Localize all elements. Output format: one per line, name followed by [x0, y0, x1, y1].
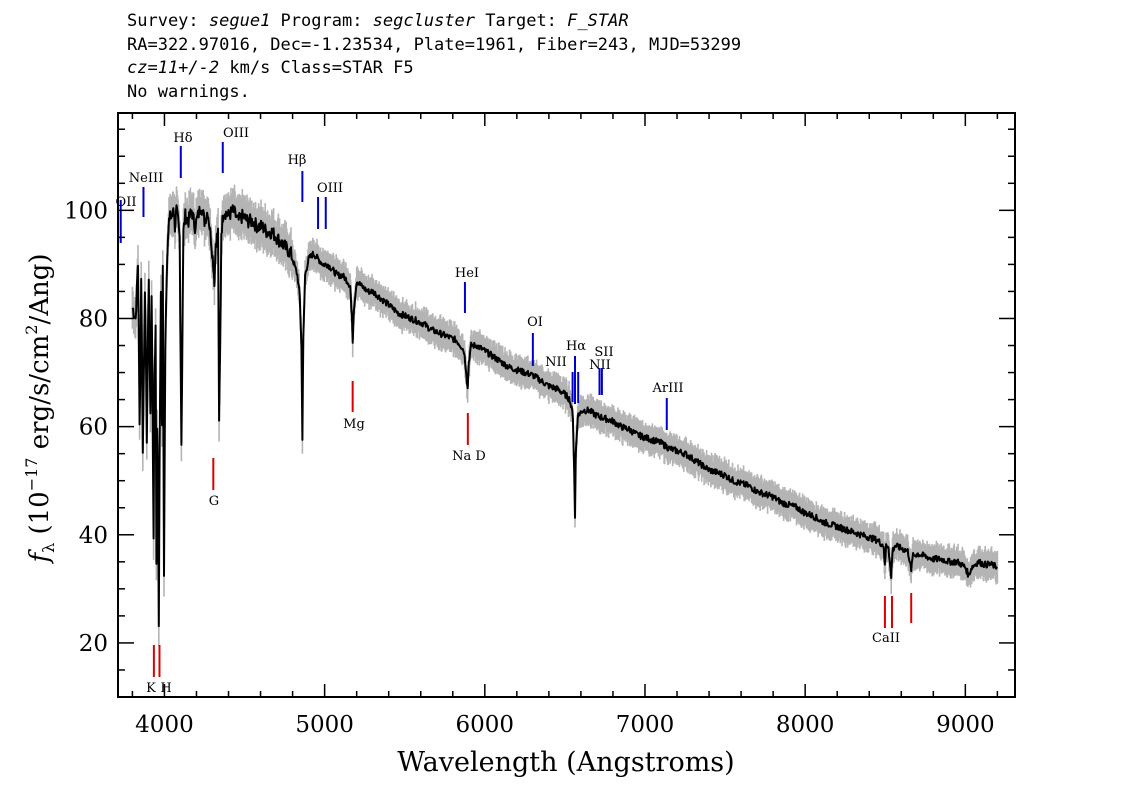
error-band-path: [131, 184, 999, 647]
survey-label: Survey:: [127, 11, 209, 31]
x-tick-label: 9000: [936, 712, 995, 738]
absorption-line-label: H: [160, 681, 171, 696]
spectrum-line: [131, 204, 998, 628]
header-line-redshift: cz=11+/-2 km/s Class=STAR F5: [127, 57, 741, 81]
absorption-line-label: Na D: [452, 449, 486, 464]
y-tick-label: 40: [79, 523, 108, 549]
header-line-coordinates: RA=322.97016, Dec=-1.23534, Plate=1961, …: [127, 34, 742, 55]
x-tick-label: 8000: [776, 712, 835, 738]
absorption-line-label: CaII: [872, 631, 900, 646]
x-axis-label: Wavelength (Angstroms): [397, 747, 734, 778]
absorption-line-label: G: [209, 494, 219, 509]
y-axis-label-text: fλ (10−17 erg/s/cm2/Ang): [22, 253, 58, 564]
class-text: km/s Class=STAR F5: [219, 58, 414, 78]
header-line-survey: Survey: segue1 Program: segcluster Targe…: [127, 10, 741, 34]
program-value: segcluster: [372, 11, 476, 31]
emission-line-label: Hα: [566, 339, 586, 354]
emission-line-label: HeI: [455, 266, 479, 281]
absorption-line-label: Mg: [343, 417, 365, 432]
emission-line-label: ArIII: [651, 381, 683, 396]
target-value: F_STAR: [567, 11, 629, 31]
error-band: [131, 184, 999, 647]
emission-line-label: OIII: [223, 126, 249, 141]
axis-ticks: 4000 5000 6000 7000 8000 9000 20 40 60 80 100: [64, 113, 1015, 738]
y-tick-label: 20: [79, 631, 108, 657]
emission-line-label: NII: [545, 355, 567, 370]
x-tick-label: 7000: [616, 712, 675, 738]
x-tick-label: 4000: [135, 712, 194, 738]
y-tick-label: 100: [64, 198, 108, 224]
cz-value: cz=11+/-2: [127, 58, 220, 78]
absorption-line-label: K: [146, 681, 156, 696]
emission-line-label: Hδ: [173, 131, 192, 146]
emission-line-label: NII: [589, 358, 611, 373]
y-tick-label: 80: [79, 306, 108, 332]
header-line-warnings: No warnings.: [127, 81, 250, 102]
emission-line-label: OII: [116, 195, 137, 210]
program-label: Program:: [270, 11, 373, 31]
emission-line-label: SII: [594, 345, 613, 360]
emission-line-label: NeIII: [129, 171, 163, 186]
emission-line-label: OI: [527, 315, 543, 330]
spectrum-series: [131, 204, 998, 628]
y-tick-label: 60: [79, 415, 108, 441]
emission-line-label: Hβ: [288, 153, 307, 168]
survey-value: segue1: [208, 11, 271, 31]
plot-frame: [117, 112, 1016, 698]
y-axis-label: fλ (10−17 erg/s/cm2/Ang): [22, 253, 58, 564]
target-label: Target:: [475, 11, 568, 31]
emission-line-label: OIII: [317, 181, 343, 196]
spectrum-header: Survey: segue1 Program: segcluster Targe…: [127, 10, 741, 104]
x-tick-label: 6000: [456, 712, 515, 738]
x-tick-label: 5000: [295, 712, 354, 738]
